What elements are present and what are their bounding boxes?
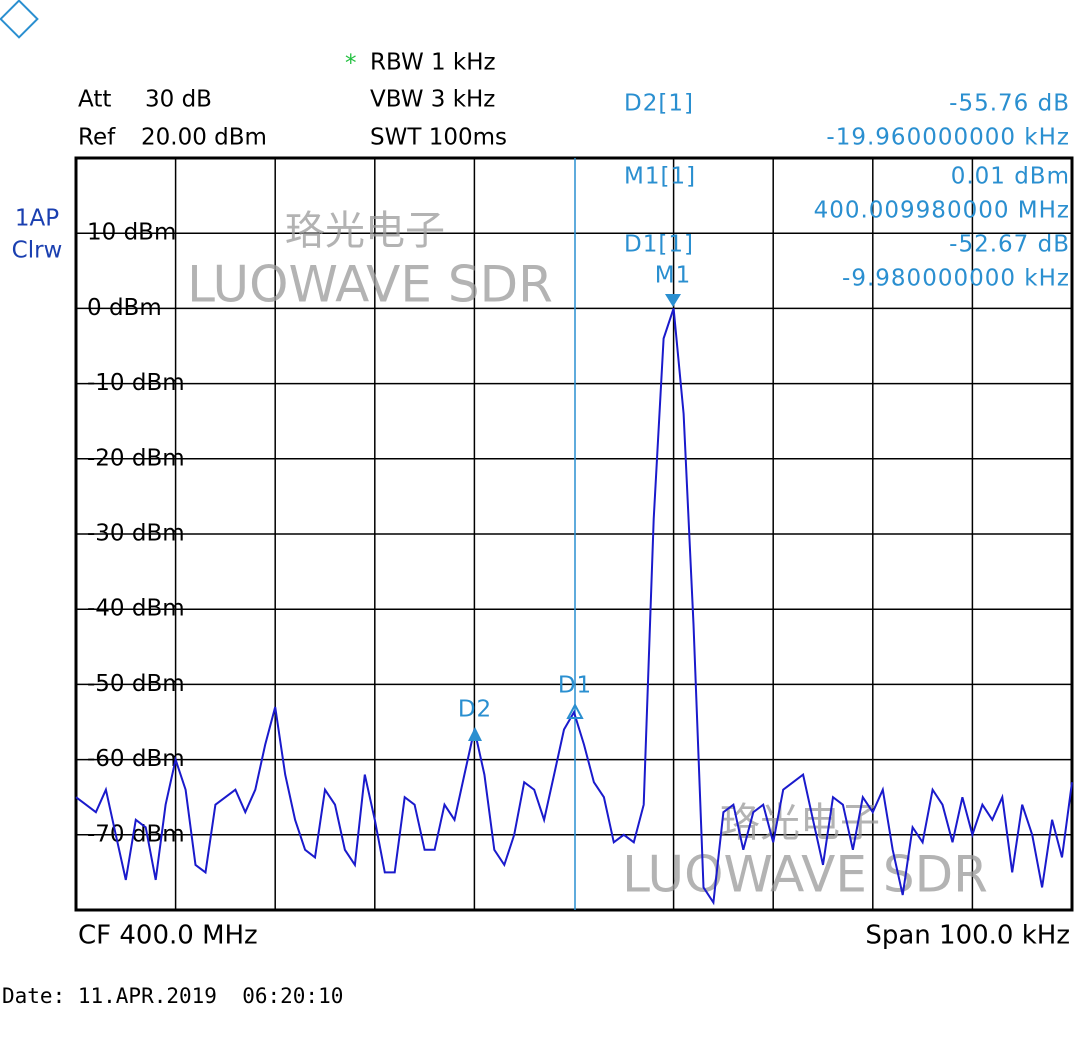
marker-level: -55.76 dB [949, 91, 1070, 117]
marker-tag: D1 [558, 673, 592, 699]
marker-symbol [665, 294, 681, 307]
rbw-star: * [345, 51, 357, 77]
watermark: 珞光电子 [720, 800, 880, 846]
trace-mode: 1AP [15, 206, 59, 232]
center-frequency: CF 400.0 MHz [78, 921, 258, 951]
span: Span 100.0 kHz [865, 921, 1070, 951]
marker-symbol [468, 727, 482, 741]
rbw: RBW 1 kHz [370, 50, 496, 76]
y-tick-label: -40 dBm [87, 596, 185, 622]
watermark: LUOWAVE SDR [187, 256, 553, 314]
ref-label: Ref [78, 125, 116, 151]
y-labels: 10 dBm 0 dBm -10 dBm -20 dBm -30 dBm -40 dBm -… [87, 220, 185, 848]
marker-level: 0.01 dBm [951, 164, 1070, 190]
y-tick-label: 10 dBm [87, 220, 176, 246]
marker-freq: 400.009980000 MHz [814, 198, 1070, 224]
y-tick-label: -20 dBm [87, 445, 185, 471]
date: Date: 11.APR.2019 06:20:10 [2, 984, 343, 1008]
watermark: 珞光电子 [285, 208, 445, 254]
y-tick-label: -30 dBm [87, 521, 185, 547]
y-tick-label: -60 dBm [87, 746, 185, 772]
marker-name: D2[1] [624, 91, 694, 117]
y-tick-label: -10 dBm [87, 370, 185, 396]
marker-tag: M1 [655, 263, 691, 289]
att-label: Att [78, 87, 111, 113]
y-tick-label: 0 dBm [87, 295, 162, 321]
marker-symbol [566, 702, 584, 719]
plot-frame [74, 156, 1074, 912]
trace-detect: Clrw [12, 238, 63, 264]
marker-level: -52.67 dB [949, 232, 1070, 258]
marker-freq: -9.980000000 kHz [842, 266, 1070, 292]
watermark: LUOWAVE SDR [622, 846, 988, 904]
plot [76, 158, 1072, 910]
att: 30 dB [145, 87, 212, 113]
marker-name: M1[1] [624, 164, 696, 190]
y-tick-label: -50 dBm [87, 671, 185, 697]
trace-group [75, 308, 1073, 906]
logo [0, 0, 39, 39]
ref: 20.00 dBm [141, 125, 267, 151]
swt: SWT 100ms [370, 125, 507, 151]
marker-tag: D2 [458, 697, 492, 723]
marker-freq: -19.960000000 kHz [826, 125, 1070, 151]
vbw: VBW 3 kHz [370, 87, 495, 113]
marker-name: D1[1] [624, 232, 694, 258]
trace [75, 308, 1073, 906]
